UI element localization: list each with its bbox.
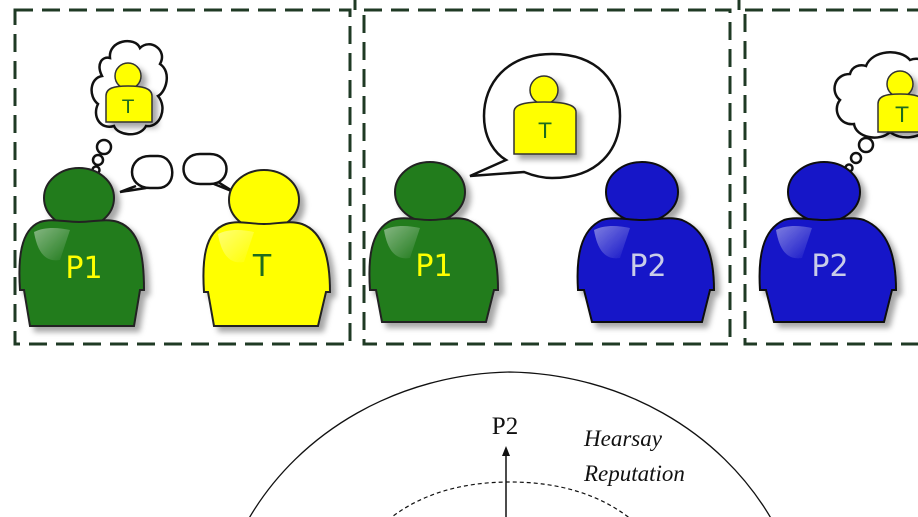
- panel-2-speech-label: T: [538, 119, 552, 143]
- panel-2-frame: [362, 8, 732, 346]
- panel-2-person-p2: [576, 161, 716, 323]
- panel-2-person-p2-label: P2: [629, 249, 666, 284]
- panel-frames: [13, 0, 918, 346]
- panel-3-frame: [743, 8, 918, 346]
- inner-ring: [390, 481, 630, 517]
- ring-label-hearsay: Hearsay: [583, 426, 663, 451]
- panel-1-speech-bubbles: [119, 152, 235, 194]
- panel-2-speech-person: [513, 75, 577, 155]
- panel-2-person-p1: [368, 161, 500, 323]
- panel-1-person-p1: [18, 167, 146, 327]
- reputation-diagram: P2 Hearsay Reputation: [249, 371, 771, 517]
- panel-1-person-p1-label: P1: [65, 251, 102, 286]
- panel-3-thought-person: [877, 70, 918, 133]
- p2-arrowhead: [502, 446, 510, 456]
- node-label-p2: P2: [492, 413, 518, 440]
- panel-3-person-p2-label: P2: [811, 249, 848, 284]
- panel-1-person-t: [202, 169, 332, 327]
- panel-3-person-p2: [758, 161, 898, 323]
- panel-1-frame: [13, 8, 352, 346]
- panel-2-person-p1-label: P1: [415, 249, 452, 284]
- panel-3-thought-label: T: [895, 103, 909, 127]
- panel-1-thought-label: T: [121, 96, 134, 118]
- panel-1-thought-person: [105, 62, 153, 123]
- ring-label-reputation: Reputation: [583, 461, 685, 486]
- outer-ring: [249, 371, 771, 517]
- panel-1-person-t-label: T: [252, 249, 272, 284]
